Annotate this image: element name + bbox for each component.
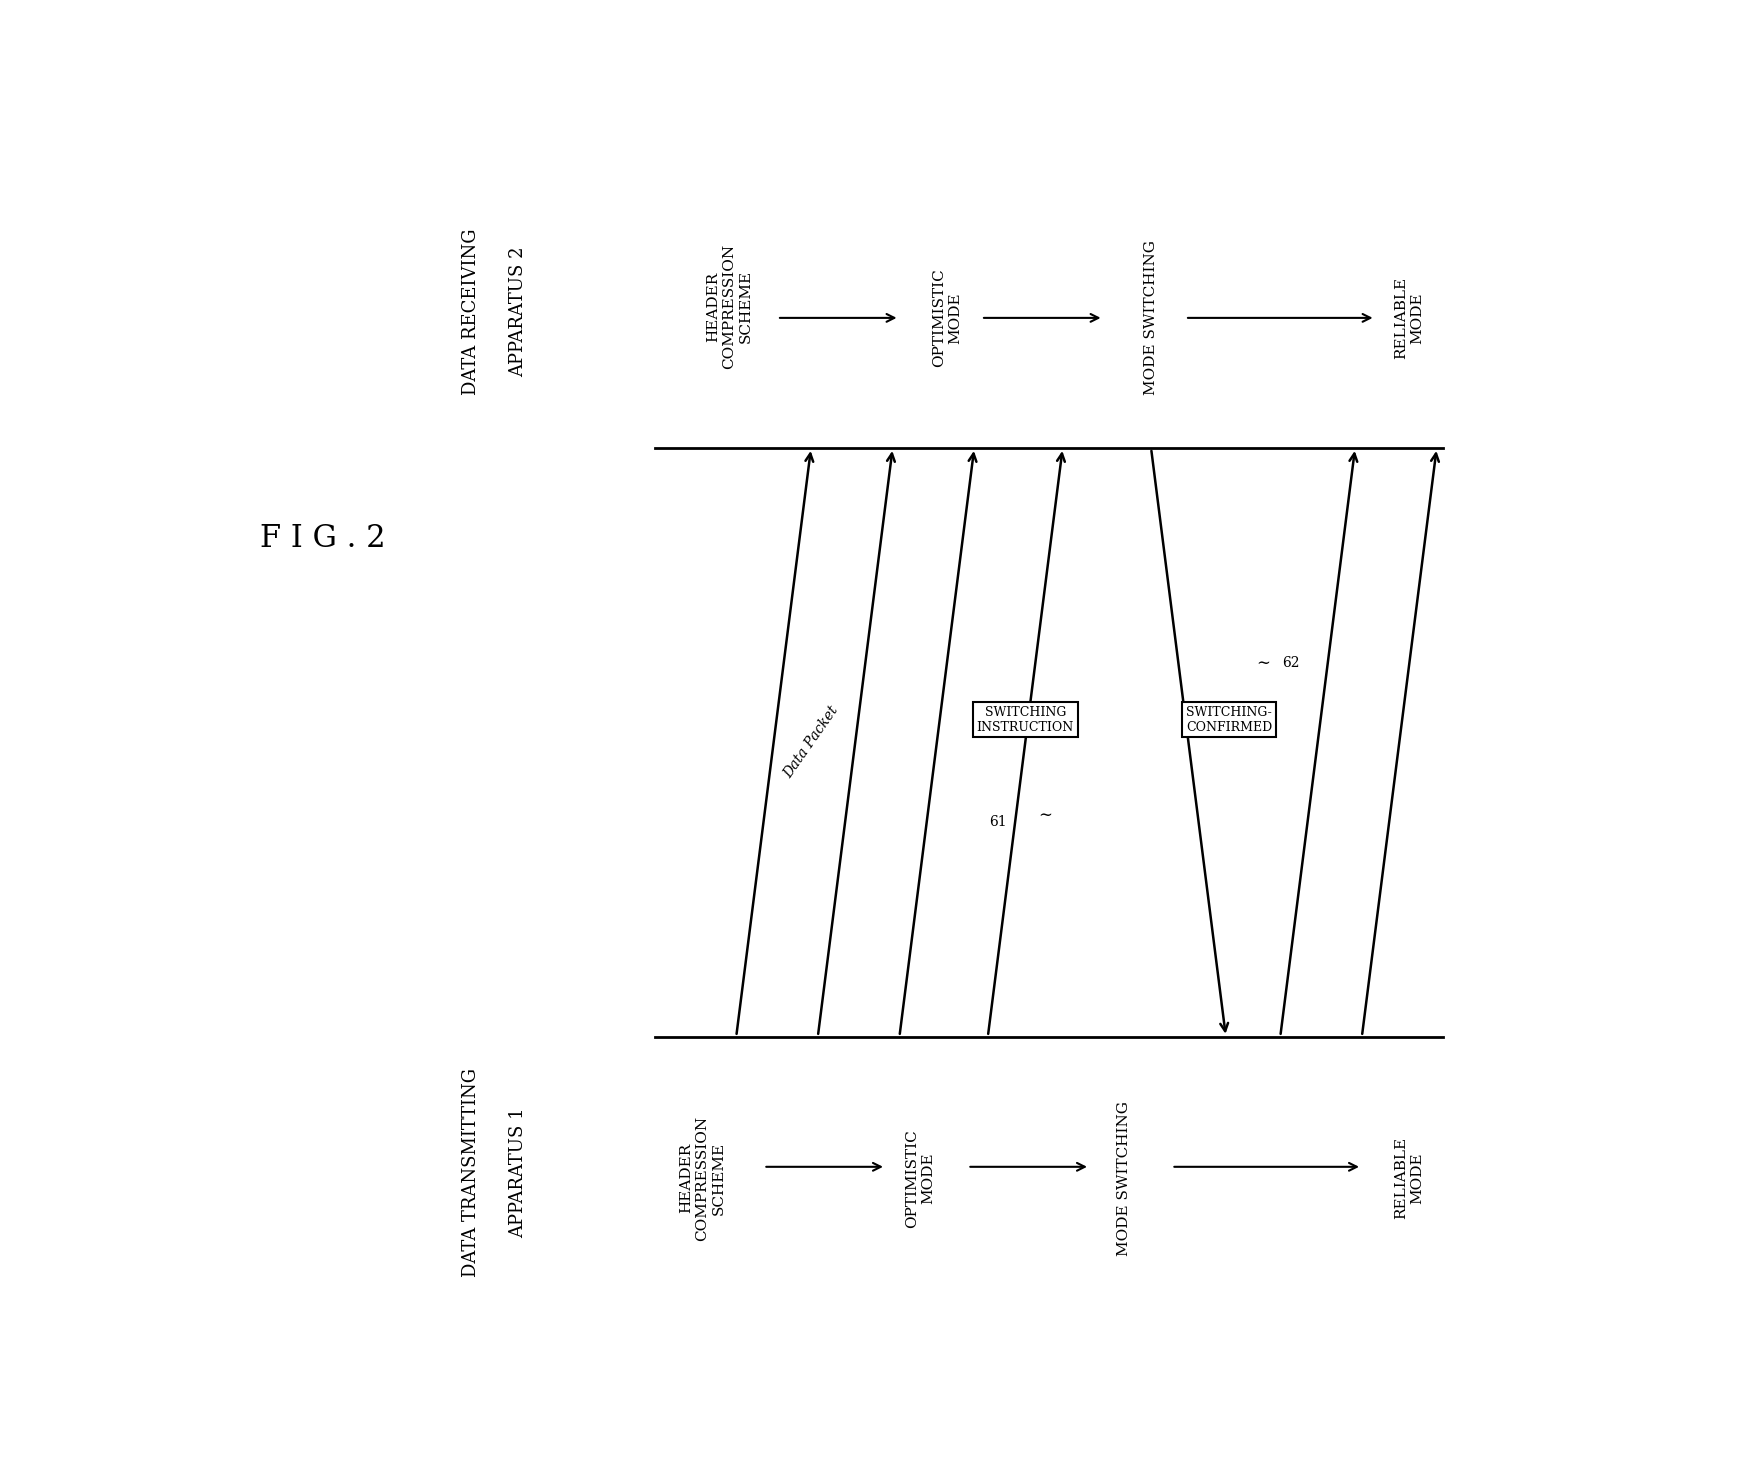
Text: MODE SWITCHING: MODE SWITCHING <box>1116 1101 1130 1255</box>
Text: OPTIMISTIC
MODE: OPTIMISTIC MODE <box>932 269 962 368</box>
Text: 61: 61 <box>990 814 1007 829</box>
Text: 62: 62 <box>1281 656 1299 670</box>
Text: DATA RECEIVING: DATA RECEIVING <box>462 229 481 395</box>
Text: HEADER
COMPRESSION
SCHEME: HEADER COMPRESSION SCHEME <box>679 1116 725 1241</box>
Text: HEADER
COMPRESSION
SCHEME: HEADER COMPRESSION SCHEME <box>706 244 753 369</box>
Text: APPARATUS 1: APPARATUS 1 <box>509 1107 528 1238</box>
Text: SWITCHING
INSTRUCTION: SWITCHING INSTRUCTION <box>976 706 1074 734</box>
Text: ∼: ∼ <box>1039 807 1053 825</box>
Text: ∼: ∼ <box>1257 654 1271 672</box>
Text: RELIABLE
MODE: RELIABLE MODE <box>1395 1138 1425 1219</box>
Text: RELIABLE
MODE: RELIABLE MODE <box>1395 276 1425 359</box>
Text: APPARATUS 2: APPARATUS 2 <box>509 247 528 378</box>
Text: SWITCHING-
CONFIRMED: SWITCHING- CONFIRMED <box>1186 706 1272 734</box>
Text: MODE SWITCHING: MODE SWITCHING <box>1144 241 1158 395</box>
Text: F I G . 2: F I G . 2 <box>260 523 386 554</box>
Text: DATA TRANSMITTING: DATA TRANSMITTING <box>462 1069 481 1277</box>
Text: Data Packet: Data Packet <box>781 704 841 781</box>
Text: OPTIMISTIC
MODE: OPTIMISTIC MODE <box>906 1129 935 1227</box>
